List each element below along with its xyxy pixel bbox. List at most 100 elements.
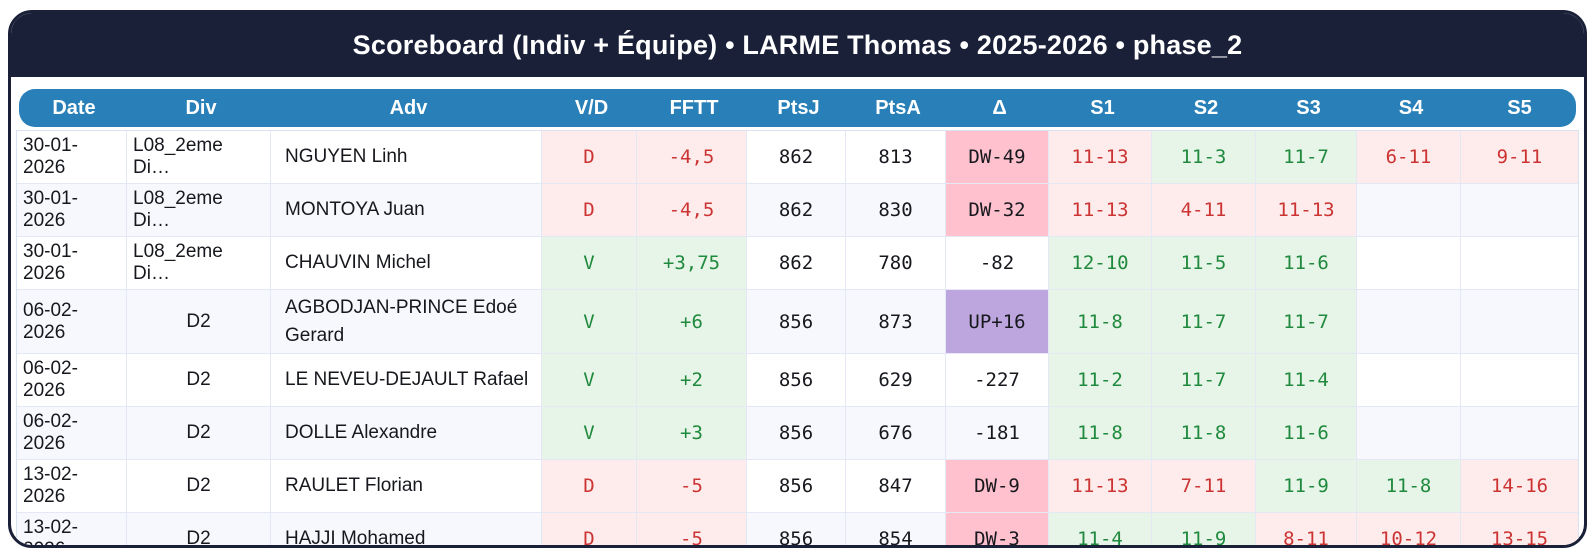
opponent-points-cell: 629 [846,354,946,407]
title-bar: Scoreboard (Indiv + Équipe) • LARME Thom… [11,13,1584,77]
delta-cell: UP+16 [946,290,1049,354]
scoreboard-card: Scoreboard (Indiv + Équipe) • LARME Thom… [8,10,1587,548]
set3-cell: 11-13 [1256,184,1357,236]
col-header-vd: V/D [574,96,609,119]
col-header-date: Date [52,96,96,119]
set1-cell: 11-8 [1049,407,1152,460]
player-points-cell: 862 [747,131,846,183]
set1-cell: 11-13 [1049,184,1152,236]
col-header-div: Div [185,96,217,119]
set5-cell [1461,184,1578,236]
division-cell: D2 [127,407,271,460]
set4-cell [1357,407,1461,460]
match-row: 06-02-2026 D2 DOLLE Alexandre V +3 856 6… [17,407,1578,461]
match-row: 30-01-2026 L08_2eme Di… NGUYEN Linh D -4… [17,131,1578,184]
date-cell: 13-02-2026 [17,460,127,513]
opponent-points-cell: 847 [846,460,946,513]
opponent-points-cell: 873 [846,290,946,354]
set3-cell: 11-4 [1256,354,1357,407]
win-loss-cell: V [542,290,637,354]
date-cell: 30-01-2026 [17,184,127,236]
match-row: 06-02-2026 D2 LE NEVEU-DEJAULT Rafael V … [17,354,1578,408]
col-header-adv: Adv [389,96,428,119]
table-header-row: Date Div Adv V/D FFTT PtsJ PtsA Δ S1 S2 … [19,89,1576,127]
division-cell: L08_2eme Di… [127,184,271,236]
set3-cell: 11-7 [1256,290,1357,354]
set4-cell [1357,184,1461,236]
set5-cell [1461,290,1578,353]
set2-cell: 4-11 [1152,184,1256,236]
opponent-cell: NGUYEN Linh [271,131,542,183]
match-row: 30-01-2026 L08_2eme Di… MONTOYA Juan D -… [17,184,1578,237]
set5-cell [1461,354,1578,406]
set1-cell: 11-13 [1049,131,1152,183]
division-cell: D2 [127,290,271,354]
opponent-points-cell: 830 [846,184,946,236]
fftt-points-cell: +6 [637,290,747,354]
win-loss-cell: D [542,184,637,236]
division-cell: L08_2eme Di… [127,237,271,289]
opponent-cell: MONTOYA Juan [271,184,542,236]
player-points-cell: 862 [747,237,846,289]
col-header-ptsa: PtsA [875,96,921,119]
division-cell: D2 [127,354,271,407]
win-loss-cell: D [542,460,637,513]
col-header-ptsj: PtsJ [777,96,820,119]
division-cell: L08_2eme Di… [127,131,271,183]
win-loss-cell: V [542,237,637,289]
col-header-delta: Δ [992,96,1007,119]
player-points-cell: 856 [747,460,846,513]
set4-cell: 10-12 [1357,513,1461,545]
table-body: 30-01-2026 L08_2eme Di… NGUYEN Linh D -4… [16,130,1579,545]
set5-cell [1461,407,1578,459]
player-points-cell: 856 [747,354,846,407]
scoreboard-table: Date Div Adv V/D FFTT PtsJ PtsA Δ S1 S2 … [11,77,1584,545]
date-cell: 06-02-2026 [17,354,127,407]
set2-cell: 7-11 [1152,460,1256,513]
opponent-points-cell: 780 [846,237,946,289]
opponent-points-cell: 813 [846,131,946,183]
fftt-points-cell: -4,5 [637,184,747,236]
match-row: 06-02-2026 D2 AGBODJAN-PRINCE Edoé Gerar… [17,290,1578,355]
fftt-points-cell: -4,5 [637,131,747,183]
delta-cell: -82 [946,237,1049,289]
division-cell: D2 [127,460,271,513]
set5-cell [1461,237,1578,289]
fftt-points-cell: +2 [637,354,747,407]
set3-cell: 8-11 [1256,513,1357,545]
opponent-cell: RAULET Florian [271,460,542,513]
set1-cell: 12-10 [1049,237,1152,289]
win-loss-cell: V [542,354,637,407]
set4-cell [1357,290,1461,354]
opponent-cell: AGBODJAN-PRINCE Edoé Gerard [271,290,542,354]
set1-cell: 11-8 [1049,290,1152,354]
date-cell: 06-02-2026 [17,290,127,354]
set5-cell: 13-15 [1461,513,1578,545]
set2-cell: 11-7 [1152,290,1256,354]
col-header-s5: S5 [1507,96,1532,119]
division-cell: D2 [127,513,271,545]
set4-cell [1357,237,1461,289]
delta-cell: DW-32 [946,184,1049,236]
player-points-cell: 856 [747,513,846,545]
player-points-cell: 862 [747,184,846,236]
col-header-fftt: FFTT [669,96,719,119]
opponent-cell: LE NEVEU-DEJAULT Rafael [271,354,542,407]
fftt-points-cell: -5 [637,460,747,513]
delta-cell: DW-3 [946,513,1049,545]
fftt-points-cell: -5 [637,513,747,545]
set5-cell: 9-11 [1461,131,1578,183]
set3-cell: 11-9 [1256,460,1357,513]
set4-cell: 6-11 [1357,131,1461,183]
date-cell: 30-01-2026 [17,237,127,289]
col-header-s1: S1 [1090,96,1115,119]
date-cell: 13-02-2026 [17,513,127,545]
set1-cell: 11-4 [1049,513,1152,545]
set3-cell: 11-6 [1256,407,1357,460]
match-row: 13-02-2026 D2 HAJJI Mohamed D -5 856 854… [17,513,1578,545]
win-loss-cell: D [542,131,637,183]
set3-cell: 11-6 [1256,237,1357,289]
set2-cell: 11-5 [1152,237,1256,289]
col-header-s4: S4 [1398,96,1424,119]
col-header-s3: S3 [1296,96,1321,119]
